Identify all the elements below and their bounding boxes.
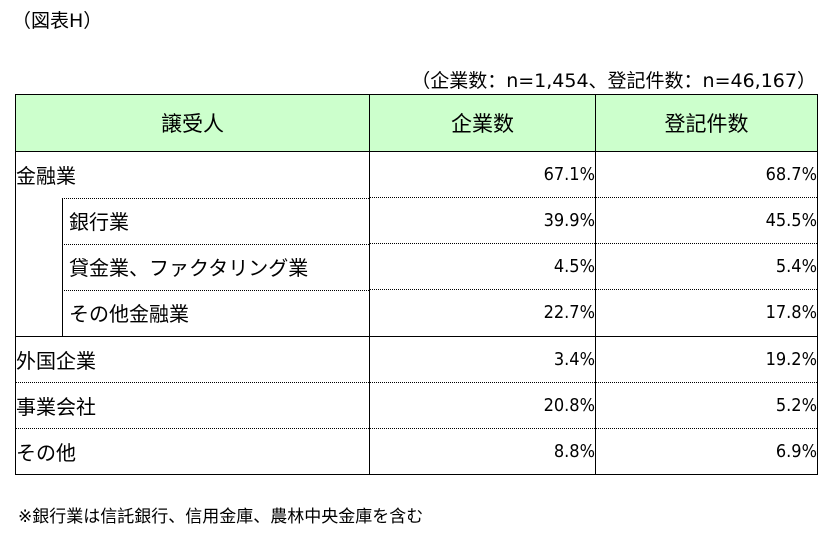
row-label: 銀行業 xyxy=(62,197,369,244)
companies-value: 67.1% xyxy=(369,151,596,198)
companies-value: 20.8% xyxy=(369,381,596,428)
row-label: 金融業 xyxy=(15,151,370,198)
table-row: 事業会社 20.8% 5.2% xyxy=(15,381,818,428)
registrations-value: 19.2% xyxy=(595,335,818,382)
row-label: 貸金業、ファクタリング業 xyxy=(62,243,369,290)
table-header-row: 譲受人 企業数 登記件数 xyxy=(15,94,818,152)
companies-value: 39.9% xyxy=(369,197,596,244)
assignee-table: 譲受人 企業数 登記件数 金融業 67.1% 68.7% 銀行業 39.9% 4… xyxy=(15,94,818,475)
companies-value: 8.8% xyxy=(369,427,596,475)
registrations-value: 6.9% xyxy=(595,427,818,475)
figure-label: （図表H） xyxy=(12,10,103,32)
registrations-value: 68.7% xyxy=(595,151,818,198)
table-row: 外国企業 3.4% 19.2% xyxy=(15,335,818,382)
companies-value: 22.7% xyxy=(369,289,596,336)
registrations-value: 5.4% xyxy=(595,243,818,290)
registrations-value: 17.8% xyxy=(595,289,818,336)
row-label: その他 xyxy=(15,427,370,475)
footnote: ※銀行業は信託銀行、信用金庫、農林中央金庫を含む xyxy=(18,507,424,527)
row-label: 外国企業 xyxy=(15,335,370,382)
table-row: その他金融業 22.7% 17.8% xyxy=(15,289,818,336)
table-row: 貸金業、ファクタリング業 4.5% 5.4% xyxy=(15,243,818,290)
table-row: 金融業 67.1% 68.7% xyxy=(15,151,818,198)
registrations-value: 5.2% xyxy=(595,381,818,428)
table-row: 銀行業 39.9% 45.5% xyxy=(15,197,818,244)
sample-size-note: （企業数：n=1,454、登記件数：n=46,167） xyxy=(411,70,816,92)
row-label: その他金融業 xyxy=(62,289,369,336)
companies-value: 4.5% xyxy=(369,243,596,290)
header-companies: 企業数 xyxy=(369,94,596,152)
header-assignee: 譲受人 xyxy=(15,94,370,152)
table-row: その他 8.8% 6.9% xyxy=(15,427,818,475)
row-label: 事業会社 xyxy=(15,381,370,428)
registrations-value: 45.5% xyxy=(595,197,818,244)
header-registrations: 登記件数 xyxy=(595,94,818,152)
companies-value: 3.4% xyxy=(369,335,596,382)
